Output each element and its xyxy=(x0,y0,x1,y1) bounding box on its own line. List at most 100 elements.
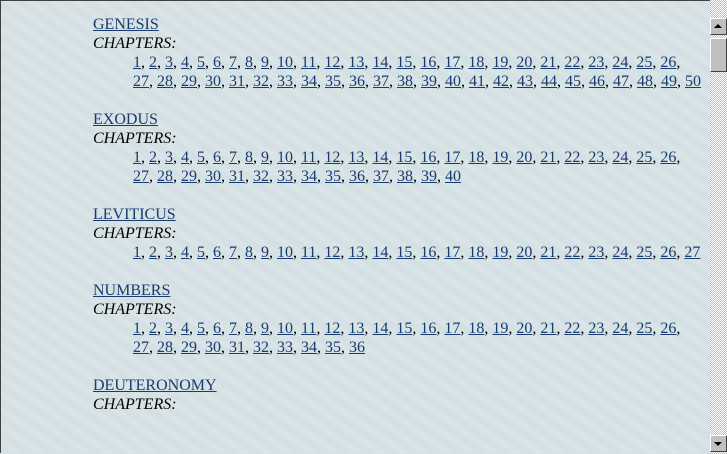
chapter-link[interactable]: 11 xyxy=(301,244,317,261)
chapter-link[interactable]: 26 xyxy=(660,244,677,261)
chapter-link[interactable]: 27 xyxy=(684,244,701,261)
chapter-link[interactable]: 27 xyxy=(133,339,149,356)
chapter-link[interactable]: 14 xyxy=(372,149,389,166)
chapter-link[interactable]: 15 xyxy=(396,149,413,166)
chapter-link[interactable]: 17 xyxy=(444,244,461,261)
chapter-link[interactable]: 9 xyxy=(261,149,269,166)
chapter-link[interactable]: 24 xyxy=(612,54,629,71)
chapter-link[interactable]: 3 xyxy=(165,54,173,71)
chapter-link[interactable]: 11 xyxy=(301,149,317,166)
chapter-link[interactable]: 10 xyxy=(277,54,293,71)
chapter-link[interactable]: 17 xyxy=(444,54,461,71)
chapter-link[interactable]: 2 xyxy=(149,54,157,71)
chapter-link[interactable]: 50 xyxy=(685,73,701,90)
chapter-link[interactable]: 9 xyxy=(261,244,269,261)
chapter-link[interactable]: 4 xyxy=(181,244,189,261)
chapter-link[interactable]: 26 xyxy=(660,320,677,337)
chapter-link[interactable]: 26 xyxy=(660,149,677,166)
chapter-link[interactable]: 32 xyxy=(253,339,269,356)
chapter-link[interactable]: 21 xyxy=(540,149,557,166)
book-title-link[interactable]: LEVITICUS xyxy=(93,206,176,223)
chapter-link[interactable]: 10 xyxy=(277,244,293,261)
scroll-down-button[interactable] xyxy=(710,435,727,452)
chapter-link[interactable]: 18 xyxy=(468,244,485,261)
chapter-link[interactable]: 13 xyxy=(348,149,365,166)
chapter-link[interactable]: 28 xyxy=(157,339,173,356)
chapter-link[interactable]: 23 xyxy=(588,244,605,261)
chapter-link[interactable]: 19 xyxy=(492,244,509,261)
chapter-link[interactable]: 21 xyxy=(540,54,557,71)
chapter-link[interactable]: 34 xyxy=(301,339,317,356)
chapter-link[interactable]: 37 xyxy=(373,168,389,185)
chapter-link[interactable]: 14 xyxy=(372,54,389,71)
chapter-link[interactable]: 24 xyxy=(612,244,629,261)
chapter-link[interactable]: 25 xyxy=(636,54,653,71)
chapter-link[interactable]: 7 xyxy=(229,244,237,261)
chapter-link[interactable]: 14 xyxy=(372,320,389,337)
chapter-link[interactable]: 9 xyxy=(261,54,269,71)
chapter-link[interactable]: 26 xyxy=(660,54,677,71)
chapter-link[interactable]: 23 xyxy=(588,54,605,71)
chapter-link[interactable]: 35 xyxy=(325,339,341,356)
chapter-link[interactable]: 29 xyxy=(181,339,197,356)
chapter-link[interactable]: 3 xyxy=(165,320,173,337)
chapter-link[interactable]: 12 xyxy=(324,149,341,166)
chapter-link[interactable]: 20 xyxy=(516,149,533,166)
chapter-link[interactable]: 13 xyxy=(348,320,365,337)
chapter-link[interactable]: 32 xyxy=(253,168,269,185)
chapter-link[interactable]: 15 xyxy=(396,54,413,71)
chapter-link[interactable]: 20 xyxy=(516,54,533,71)
chapter-link[interactable]: 38 xyxy=(397,168,413,185)
chapter-link[interactable]: 6 xyxy=(213,320,221,337)
chapter-link[interactable]: 40 xyxy=(445,73,461,90)
chapter-link[interactable]: 20 xyxy=(516,320,533,337)
chapter-link[interactable]: 8 xyxy=(245,244,253,261)
chapter-link[interactable]: 39 xyxy=(421,73,437,90)
chapter-link[interactable]: 16 xyxy=(420,244,437,261)
chapter-link[interactable]: 21 xyxy=(540,320,557,337)
chapter-link[interactable]: 19 xyxy=(492,320,509,337)
chapter-link[interactable]: 4 xyxy=(181,54,189,71)
chapter-link[interactable]: 18 xyxy=(468,54,485,71)
chapter-link[interactable]: 45 xyxy=(565,73,581,90)
chapter-link[interactable]: 16 xyxy=(420,149,437,166)
chapter-link[interactable]: 41 xyxy=(469,73,485,90)
chapter-link[interactable]: 23 xyxy=(588,320,605,337)
chapter-link[interactable]: 49 xyxy=(661,73,677,90)
chapter-link[interactable]: 39 xyxy=(421,168,437,185)
chapter-link[interactable]: 2 xyxy=(149,149,157,166)
chapter-link[interactable]: 40 xyxy=(445,168,461,185)
chapter-link[interactable]: 36 xyxy=(349,168,365,185)
chapter-link[interactable]: 12 xyxy=(324,244,341,261)
chapter-link[interactable]: 29 xyxy=(181,73,197,90)
chapter-link[interactable]: 2 xyxy=(149,320,157,337)
chapter-link[interactable]: 25 xyxy=(636,320,653,337)
chapter-link[interactable]: 31 xyxy=(229,168,245,185)
chapter-link[interactable]: 28 xyxy=(157,73,173,90)
chapter-link[interactable]: 11 xyxy=(301,320,317,337)
chapter-link[interactable]: 1 xyxy=(133,54,141,71)
chapter-link[interactable]: 24 xyxy=(612,149,629,166)
chapter-link[interactable]: 13 xyxy=(348,54,365,71)
chapter-link[interactable]: 31 xyxy=(229,339,245,356)
chapter-link[interactable]: 30 xyxy=(205,168,221,185)
chapter-link[interactable]: 5 xyxy=(197,320,205,337)
chapter-link[interactable]: 33 xyxy=(277,168,293,185)
chapter-link[interactable]: 12 xyxy=(324,54,341,71)
chapter-link[interactable]: 4 xyxy=(181,320,189,337)
chapter-link[interactable]: 36 xyxy=(349,339,365,356)
chapter-link[interactable]: 10 xyxy=(277,320,293,337)
chapter-link[interactable]: 48 xyxy=(637,73,653,90)
chapter-link[interactable]: 22 xyxy=(564,54,581,71)
chapter-link[interactable]: 36 xyxy=(349,73,365,90)
chapter-link[interactable]: 27 xyxy=(133,168,149,185)
chapter-link[interactable]: 11 xyxy=(301,54,317,71)
chapter-link[interactable]: 4 xyxy=(181,149,189,166)
chapter-link[interactable]: 22 xyxy=(564,320,581,337)
chapter-link[interactable]: 18 xyxy=(468,320,485,337)
chapter-link[interactable]: 47 xyxy=(613,73,629,90)
chapter-link[interactable]: 43 xyxy=(517,73,533,90)
chapter-link[interactable]: 7 xyxy=(229,54,237,71)
chapter-link[interactable]: 5 xyxy=(197,149,205,166)
book-title-link[interactable]: EXODUS xyxy=(93,111,158,128)
